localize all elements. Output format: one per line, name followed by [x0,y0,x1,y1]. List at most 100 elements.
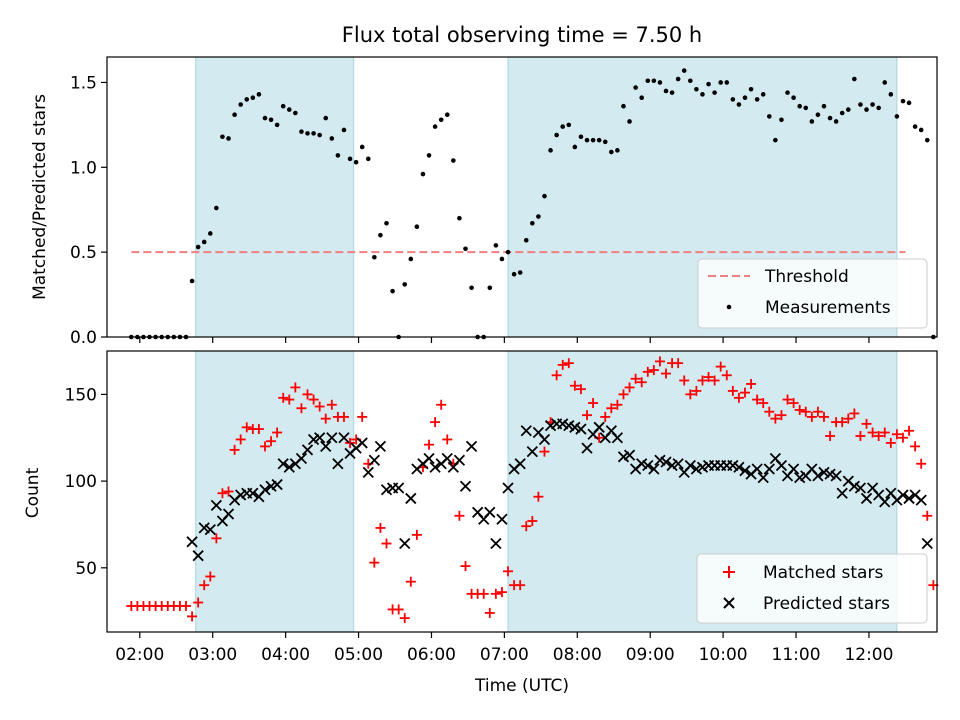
predicted-star-point [465,440,478,453]
matched-star-point [496,587,507,598]
y-tick-label: 0.0 [70,328,97,348]
measurement-point [280,103,286,109]
measurement-point [341,127,347,133]
measurement-point [785,90,790,95]
matched-star-point [241,422,252,433]
predicted-star-point [787,463,800,475]
predicted-star-point [672,458,684,470]
matched-star-point [661,368,672,379]
predicted-star-point [259,484,271,496]
measurement-point [688,78,693,84]
matched-star-point [326,399,337,410]
measurement-point [530,221,535,226]
predicted-star-point [611,432,624,444]
predicted-star-point [314,432,326,444]
measurement-point [736,102,742,107]
matched-star-point [776,410,787,421]
measurement-point [694,86,699,92]
x-tick-label: 09:00 [626,645,675,665]
measurement-point [463,246,468,252]
matched-star-point [217,488,228,499]
matched-star-point [223,486,234,497]
matched-star-point [193,597,204,608]
x-tick-label: 10:00 [699,645,748,665]
bottom-plot-frame [106,350,938,633]
matched-star-point [739,387,750,398]
measurement-point [189,278,195,284]
measurement-point [457,215,462,221]
matched-star-point [618,389,629,400]
matched-star-point [758,398,769,409]
predicted-star-point [247,487,259,499]
matched-star-point [788,398,799,409]
matched-star-point [873,430,884,441]
measurement-point [268,117,274,123]
predicted-star-point [484,506,496,518]
predicted-star-point [496,513,508,525]
measurement-point [615,148,620,153]
top-y-ticks: 0.0 0.5 1.0 1.5 [70,73,107,348]
measurement-point [706,81,711,87]
y-tick-label: 50 [75,559,97,579]
measurement-point [232,112,237,117]
measurement-point [536,214,541,219]
predicted-star-point [575,423,587,435]
matched-star-point [266,436,277,447]
measurement-point [882,80,888,85]
predicted-star-point [210,499,223,512]
matched-star-point [527,515,538,526]
matched-star-point [521,521,532,532]
predicted-star-point [526,445,538,458]
measurement-point [432,124,438,129]
predicted-star-point [459,480,472,492]
measurement-point [724,80,730,85]
matched-star-point [837,417,848,428]
measurement-point [645,78,651,84]
measurement-point [226,136,231,141]
measurement-point [803,105,809,111]
matched-star-point [630,373,641,384]
y-tick-label: 150 [65,385,97,405]
predicted-star-point [271,478,283,491]
matched-star-point [557,359,568,370]
measurement-point [359,144,365,150]
predicted-star-point [812,470,824,482]
matched-star-point [825,430,836,441]
predicted-star-point [860,492,873,505]
measurement-point [712,90,717,95]
measurement-point [311,131,316,136]
measurement-point [852,76,857,82]
measurement-point [754,97,760,102]
measurement-point [438,117,444,123]
legend-measurements-label: Measurements [765,298,891,318]
measurement-point [335,153,341,158]
predicted-star-point [733,461,745,473]
matched-star-point [199,580,210,591]
measurement-point [566,122,572,128]
matched-star-point [891,429,902,440]
legend-predicted-swatch [723,597,735,609]
measurement-point [517,270,523,275]
measurement-point [748,86,754,92]
x-tick-label: 11:00 [772,645,821,665]
predicted-star-point [338,432,350,444]
matched-star-point [284,394,295,405]
measurement-point [201,239,207,245]
predicted-star-point [374,440,387,453]
matched-star-point [897,432,908,443]
measurement-point [207,231,213,236]
matched-star-point [393,604,404,615]
measurement-point [353,159,359,165]
shaded-interval [195,57,354,337]
bottom-y-ticks: 50 100 150 [65,385,107,579]
matched-star-point [338,411,349,422]
measurement-point [372,254,377,260]
predicted-star-point [854,482,867,494]
measurement-point [900,98,906,104]
measurement-point [250,95,256,101]
measurement-point [845,107,851,112]
matched-star-point [211,533,222,544]
measurement-point [924,137,930,143]
matched-star-point [800,406,811,417]
predicted-star-point [277,458,289,470]
